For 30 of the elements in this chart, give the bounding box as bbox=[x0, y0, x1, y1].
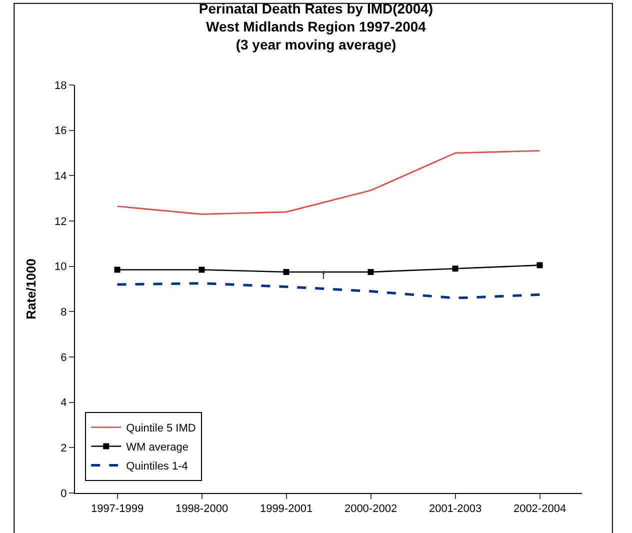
line-series bbox=[116, 150, 540, 215]
x-tick-label: 1997-1999 bbox=[90, 503, 144, 516]
point bbox=[198, 266, 205, 273]
y-tick-label: 4 bbox=[60, 397, 67, 410]
y-axis-title: Rate/1000 bbox=[24, 258, 38, 320]
x-tick-label: 1999-2001 bbox=[260, 503, 313, 516]
legend-label: Quintiles 1-4 bbox=[126, 460, 188, 473]
y-tick-label: 2 bbox=[60, 442, 67, 455]
x-tick-label: 2001-2003 bbox=[428, 503, 482, 516]
point bbox=[114, 266, 120, 273]
y-tick-label: 16 bbox=[54, 125, 67, 138]
x-tick-label: 2002-2004 bbox=[513, 503, 566, 516]
point bbox=[368, 269, 374, 275]
y-tick-label: 12 bbox=[54, 216, 67, 228]
legend-label: Quintile 5 IMD bbox=[126, 422, 196, 435]
y-tick-label: 14 bbox=[54, 170, 67, 183]
point bbox=[452, 266, 458, 272]
annotation: f bbox=[322, 270, 326, 282]
point bbox=[536, 262, 543, 268]
line-series bbox=[116, 282, 541, 300]
y-tick-label: 10 bbox=[54, 261, 67, 274]
y-tick-label: 0 bbox=[60, 488, 67, 500]
y-tick-label: 18 bbox=[54, 80, 67, 92]
legend-label: WM average bbox=[126, 442, 188, 454]
point bbox=[283, 269, 290, 275]
y-tick-label: 8 bbox=[60, 306, 67, 319]
x-tick-label: 2000-2002 bbox=[344, 503, 398, 516]
y-tick-label: 6 bbox=[60, 352, 67, 364]
x-tick-label: 1998-2000 bbox=[175, 503, 228, 516]
chart-title: Perinatal Death Rates by IMD(2004) West Midlands Region 1997-2004 (3 year moving average) bbox=[198, 0, 434, 53]
